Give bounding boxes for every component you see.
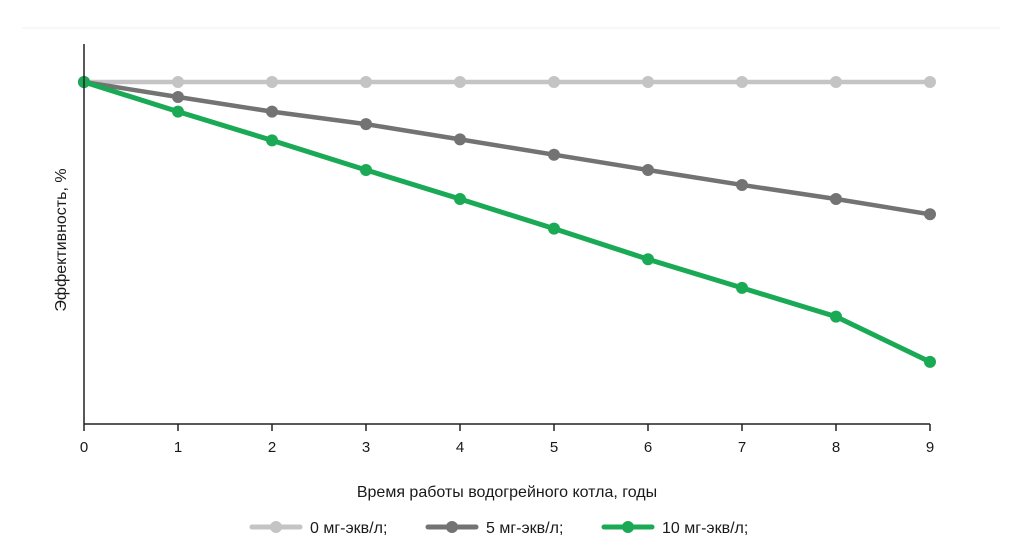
data-point: [924, 355, 936, 368]
data-point: [642, 253, 654, 266]
data-point: [454, 76, 466, 88]
x-tick-label: 7: [738, 439, 746, 456]
data-point: [548, 148, 560, 161]
legend-swatch-marker: [446, 521, 458, 533]
data-point: [736, 281, 748, 294]
x-ticks: 0 1 2 3 4 5 6 7 8 9: [80, 424, 934, 456]
data-point: [736, 76, 748, 88]
data-point: [266, 134, 278, 147]
data-point: [172, 105, 184, 118]
data-point: [266, 105, 278, 118]
data-point: [454, 133, 466, 146]
data-point: [172, 76, 184, 88]
x-tick-label: 0: [80, 439, 88, 456]
x-tick-label: 1: [174, 439, 182, 456]
series-line: [81, 79, 933, 365]
x-tick-label: 6: [644, 439, 652, 456]
x-axis-title: Время работы водогрейного котла, годы: [357, 484, 657, 501]
data-point: [360, 76, 372, 88]
legend-swatch-marker: [622, 521, 634, 533]
legend-label: 10 мг-экв/л;: [662, 520, 748, 537]
data-point: [172, 90, 184, 103]
legend-label: 5 мг-экв/л;: [486, 520, 563, 537]
data-point: [266, 76, 278, 88]
data-point: [830, 193, 842, 205]
x-tick-label: 3: [362, 439, 370, 456]
data-point: [548, 76, 560, 88]
x-tick-label: 4: [456, 439, 464, 456]
data-point: [360, 118, 372, 131]
data-point: [642, 76, 654, 88]
data-point: [924, 76, 936, 88]
x-tick-label: 8: [832, 439, 840, 456]
data-point: [736, 178, 748, 191]
data-point: [830, 310, 842, 323]
legend-label: 0 мг-экв/л;: [310, 520, 387, 537]
data-point: [642, 163, 654, 176]
plot-area: [78, 76, 936, 368]
data-point: [924, 208, 936, 221]
data-point: [548, 222, 560, 235]
data-point: [360, 163, 372, 176]
legend: 0 мг-экв/л; 5 мг-экв/л; 10 мг-экв/л;: [249, 520, 748, 537]
legend-swatch-marker: [270, 521, 282, 533]
x-tick-label: 9: [926, 439, 934, 456]
series-line: [81, 79, 933, 217]
data-point: [830, 76, 842, 88]
y-axis-title: Эффективность, %: [53, 168, 70, 311]
x-tick-label: 2: [268, 439, 276, 456]
data-point: [454, 193, 466, 205]
x-tick-label: 5: [550, 439, 558, 456]
